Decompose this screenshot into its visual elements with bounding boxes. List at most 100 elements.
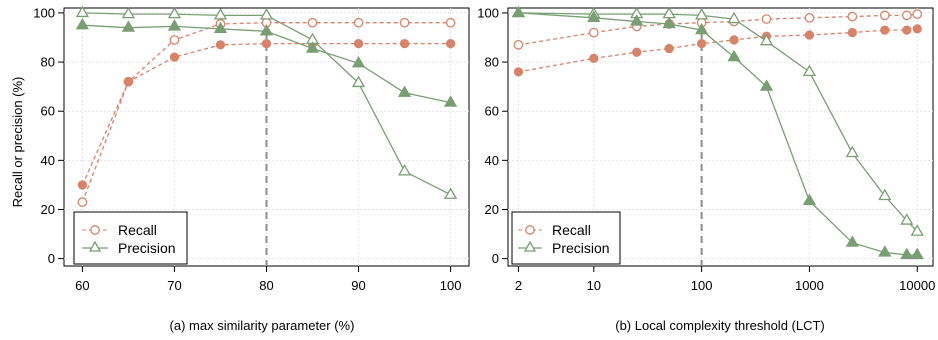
data-point-recall [664,43,674,54]
panel-b-grid [508,8,933,266]
y-tick-label: 20 [41,202,55,217]
data-point-precision [694,22,709,35]
y-tick-label: 60 [485,104,499,119]
data-point-recall [353,38,364,49]
x-tick-label: 1000 [795,278,824,293]
data-point-recall [353,17,364,28]
x-tick-label: 80 [259,278,273,293]
data-point-recall [879,10,890,21]
series-line-recall [518,28,918,73]
data-point-precision [443,95,458,107]
series-line-recall [81,22,451,203]
data-point-recall [215,40,226,50]
data-point-recall [761,14,772,24]
y-tick-label: 40 [41,153,55,168]
data-point-recall [632,47,642,57]
panel-a: 60 70 80 90 100 0 20 40 60 80 100 Recall Precisio… [33,5,470,333]
data-point-recall [729,35,739,45]
data-point-recall [445,38,456,49]
x-tick-label: 10 [587,278,601,293]
legend-precision-marker [88,240,102,252]
data-point-recall [912,9,923,19]
data-point-precision [910,224,924,236]
data-point-precision [259,24,274,36]
data-point-recall [513,40,524,50]
panel-b-x-ticks: 2 10 100 1000 10000 [515,266,935,293]
data-point-precision [121,20,136,32]
x-tick-label: 100 [691,278,713,293]
data-point-precision [75,5,90,18]
data-point-recall [445,17,456,28]
data-point-recall [588,27,599,38]
data-point-recall [901,10,912,21]
data-point-recall [902,25,912,35]
data-point-precision [759,33,774,46]
panel-a-legend: Recall Precision [73,211,188,265]
data-point-precision [802,193,817,206]
x-tick-label: 60 [75,278,89,293]
data-point-precision [511,5,526,18]
y-axis-label: Recall or precision (%) [10,77,25,208]
data-point-recall [77,197,88,207]
data-point-recall [880,25,890,35]
y-tick-label: 0 [492,251,499,266]
data-point-precision [727,11,741,24]
legend-recall-marker [525,225,535,235]
data-point-precision [587,10,601,22]
panel-b-series [511,5,924,260]
x-tick-label: 2 [515,278,522,293]
data-point-precision [167,19,182,31]
data-point-recall [912,24,922,34]
data-point-recall [696,38,707,49]
data-point-precision [259,8,274,20]
x-tick-label: 70 [167,278,181,293]
panel-b-frame [507,7,934,267]
data-point-recall [307,17,318,28]
x-tick-label: 100 [440,278,462,293]
data-point-precision [802,64,817,77]
data-point-precision [397,164,412,176]
data-point-precision [75,17,90,30]
data-point-precision [662,16,676,29]
caption-a: (a) max similarity parameter (%) [170,318,355,333]
data-point-precision [845,145,859,158]
panel-b: 2 10 100 1000 10000 0 20 40 60 80 100 Recall Prec… [477,5,935,333]
legend-recall-marker [90,225,100,235]
data-point-precision [213,21,228,34]
data-point-precision [630,14,644,26]
data-point-recall [77,180,88,190]
y-tick-label: 100 [33,5,55,20]
y-tick-label: 20 [485,202,499,217]
data-point-precision [727,49,741,62]
data-point-precision [900,213,914,225]
data-point-precision [121,6,136,19]
series-line-recall [81,42,451,186]
data-point-recall [399,17,410,28]
y-tick-label: 80 [41,55,55,70]
y-tick-label: 100 [477,5,499,20]
data-point-precision [900,247,914,260]
data-point-precision [845,235,859,247]
data-point-recall [169,52,180,62]
data-point-precision [351,55,366,68]
data-point-precision [878,188,892,201]
data-point-precision [305,41,320,53]
series-line-recall [518,13,918,46]
data-point-precision [910,247,924,260]
panel-b-legend: Recall Precision [511,211,621,265]
data-point-precision [878,245,892,257]
data-point-recall [123,77,134,87]
legend-precision-label: Precision [118,240,176,256]
data-point-recall [399,38,410,49]
panel-b-y-ticks: 0 20 40 60 80 100 [477,5,508,266]
y-tick-label: 60 [41,104,55,119]
panel-a-x-ticks: 60 70 80 90 100 [75,266,461,293]
data-point-recall [847,11,858,22]
y-tick-label: 80 [485,55,499,70]
data-point-precision [213,8,228,20]
data-point-recall [589,53,599,64]
x-tick-label: 90 [351,278,365,293]
panel-a-grid [64,8,469,266]
data-point-precision [694,8,709,20]
